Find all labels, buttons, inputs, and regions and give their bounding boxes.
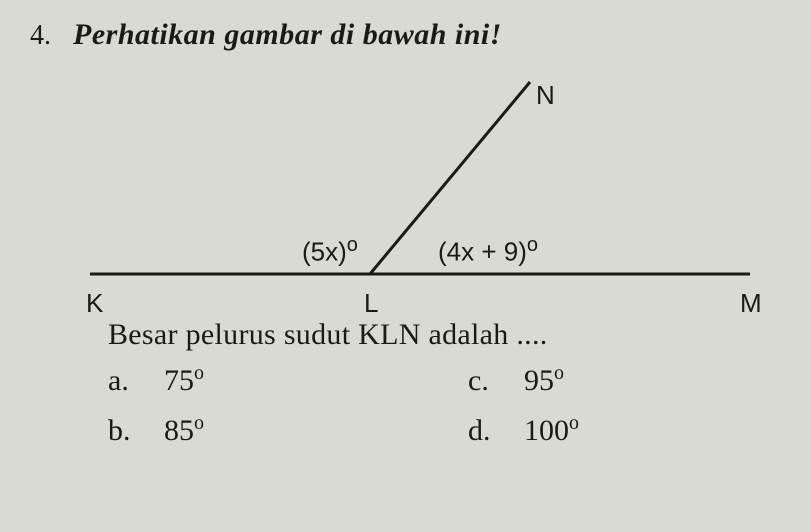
question-number: 4. xyxy=(30,20,51,52)
option-letter: b. xyxy=(108,414,138,448)
label-N: N xyxy=(536,80,555,111)
option-letter: c. xyxy=(468,364,498,398)
option-d[interactable]: d. 100o xyxy=(468,412,788,448)
option-value: 75o xyxy=(164,362,204,398)
diagram-svg xyxy=(70,62,790,312)
question-header: 4. Perhatikan gambar di bawah ini! xyxy=(30,18,781,52)
option-b[interactable]: b. 85o xyxy=(108,412,468,448)
angle-left-label: (5x)o xyxy=(302,234,358,268)
angle-diagram: K L M N (5x)o (4x + 9)o xyxy=(70,62,790,312)
option-value: 95o xyxy=(524,362,564,398)
question-title: Perhatikan gambar di bawah ini! xyxy=(73,18,502,52)
options-grid: a. 75o c. 95o b. 85o d. 100o xyxy=(108,362,781,448)
angle-right-label: (4x + 9)o xyxy=(438,234,538,268)
label-M: M xyxy=(740,288,762,319)
label-K: K xyxy=(86,288,103,319)
option-a[interactable]: a. 75o xyxy=(108,362,468,398)
option-c[interactable]: c. 95o xyxy=(468,362,788,398)
label-L: L xyxy=(364,288,378,319)
page: 4. Perhatikan gambar di bawah ini! K L M… xyxy=(0,0,811,448)
option-value: 100o xyxy=(524,412,579,448)
question-prompt: Besar pelurus sudut KLN adalah .... xyxy=(108,318,781,352)
option-letter: d. xyxy=(468,414,498,448)
option-letter: a. xyxy=(108,364,138,398)
option-value: 85o xyxy=(164,412,204,448)
